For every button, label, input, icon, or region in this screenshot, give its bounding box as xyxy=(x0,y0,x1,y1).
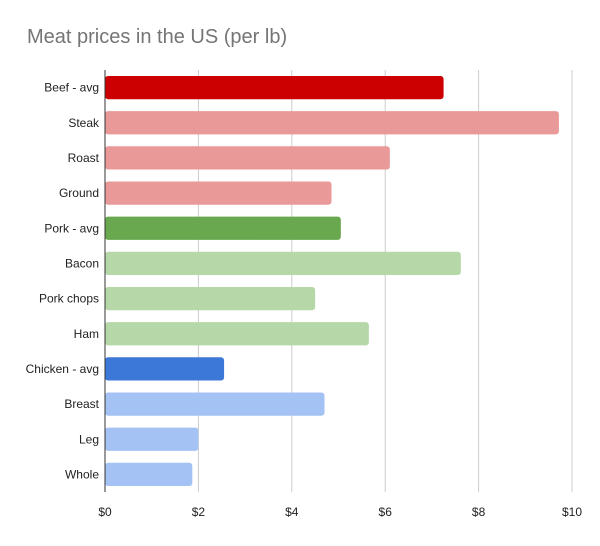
bar xyxy=(105,216,341,240)
x-tick-label: $10 xyxy=(562,505,582,519)
gridlines xyxy=(197,70,573,492)
bar xyxy=(105,322,369,346)
category-label: Beef - avg xyxy=(44,81,99,95)
bars xyxy=(105,75,559,487)
category-label: Pork chops xyxy=(39,292,99,306)
bar xyxy=(105,427,199,451)
category-label: Leg xyxy=(79,432,99,446)
category-label: Breast xyxy=(64,397,99,411)
x-tick-label: $0 xyxy=(98,505,112,519)
bar xyxy=(105,357,225,381)
category-label: Ham xyxy=(74,327,99,341)
bar xyxy=(105,75,444,100)
bar xyxy=(105,392,325,416)
bar xyxy=(105,251,461,276)
x-tick-label: $2 xyxy=(192,505,206,519)
bar xyxy=(105,181,332,205)
category-label: Bacon xyxy=(65,256,99,270)
category-label: Whole xyxy=(65,467,99,481)
chart-title: Meat prices in the US (per lb) xyxy=(27,26,288,48)
category-labels: Beef - avg Steak Roast Ground Pork - avg Baco… xyxy=(26,81,100,482)
x-tick-label: $4 xyxy=(285,505,299,519)
category-label: Steak xyxy=(68,116,100,130)
category-label: Pork - avg xyxy=(44,221,99,235)
category-label: Chicken - avg xyxy=(26,362,99,376)
x-tick-label: $8 xyxy=(472,505,486,519)
bar xyxy=(105,462,193,487)
bar xyxy=(105,111,559,135)
bar xyxy=(105,146,390,170)
category-label: Roast xyxy=(68,151,100,165)
bar xyxy=(105,286,316,311)
x-axis-ticks: $0 $2 $4 $6 $8 $10 xyxy=(98,505,582,519)
x-tick-label: $6 xyxy=(379,505,393,519)
category-label: Ground xyxy=(59,186,99,200)
